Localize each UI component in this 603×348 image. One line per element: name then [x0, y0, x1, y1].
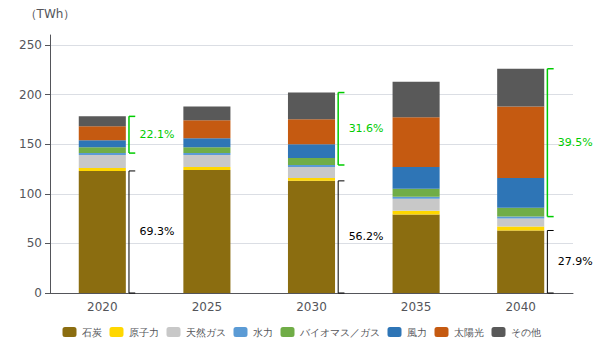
svg-text:原子力: 原子力: [129, 327, 159, 338]
svg-text:（TWh）: （TWh）: [25, 7, 76, 21]
svg-text:2030: 2030: [296, 300, 327, 314]
svg-text:0: 0: [34, 286, 42, 300]
svg-text:風力: 風力: [407, 327, 427, 338]
svg-text:100: 100: [19, 187, 42, 201]
svg-text:50: 50: [27, 236, 42, 250]
svg-text:27.9%: 27.9%: [558, 255, 593, 268]
svg-text:22.1%: 22.1%: [139, 128, 174, 141]
svg-text:250: 250: [19, 38, 42, 52]
svg-text:200: 200: [19, 88, 42, 102]
svg-text:2035: 2035: [401, 300, 432, 314]
svg-text:水力: 水力: [253, 327, 273, 338]
svg-text:2020: 2020: [87, 300, 118, 314]
svg-text:31.6%: 31.6%: [349, 122, 384, 135]
svg-text:天然ガス: 天然ガス: [186, 327, 226, 338]
svg-text:69.3%: 69.3%: [139, 225, 174, 238]
svg-text:石炭: 石炭: [82, 327, 102, 338]
svg-text:56.2%: 56.2%: [349, 230, 384, 243]
svg-text:2040: 2040: [505, 300, 536, 314]
svg-text:2025: 2025: [192, 300, 223, 314]
svg-text:バイオマス／ガス: バイオマス／ガス: [299, 327, 380, 338]
svg-text:太陽光: 太陽光: [454, 327, 484, 338]
svg-text:150: 150: [19, 137, 42, 151]
svg-text:39.5%: 39.5%: [558, 136, 593, 149]
svg-text:その他: その他: [511, 327, 541, 338]
